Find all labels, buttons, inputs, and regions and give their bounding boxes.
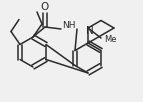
Text: N: N [86, 26, 94, 36]
Text: NH: NH [62, 22, 76, 30]
Text: Me: Me [104, 34, 116, 43]
Text: O: O [41, 2, 49, 12]
